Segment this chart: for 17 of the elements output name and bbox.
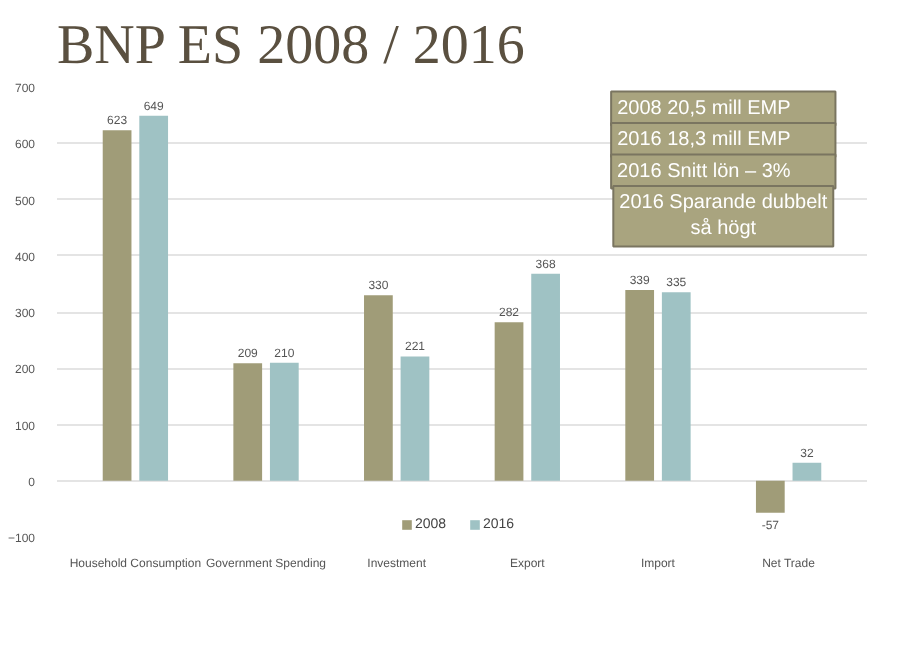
annotation: 2008 20,5 mill EMP — [617, 97, 792, 120]
bar — [139, 115, 169, 481]
bar — [269, 362, 299, 481]
bar — [625, 290, 655, 481]
chart-title: BNP ES 2008 / 2016 — [57, 15, 525, 77]
bar — [233, 363, 263, 481]
bar — [494, 322, 524, 481]
bar — [792, 462, 822, 481]
annotation: 2016 Sparande dubbelt så högt — [619, 192, 828, 241]
bar — [531, 273, 560, 481]
bar — [755, 480, 785, 513]
annotation: 2016 18,3 mill EMP — [617, 129, 792, 151]
bar — [102, 130, 132, 481]
annotation: 2016 Snitt lön – 3% — [617, 160, 791, 183]
bar — [400, 356, 430, 481]
bar — [661, 292, 691, 481]
bar — [364, 295, 393, 481]
